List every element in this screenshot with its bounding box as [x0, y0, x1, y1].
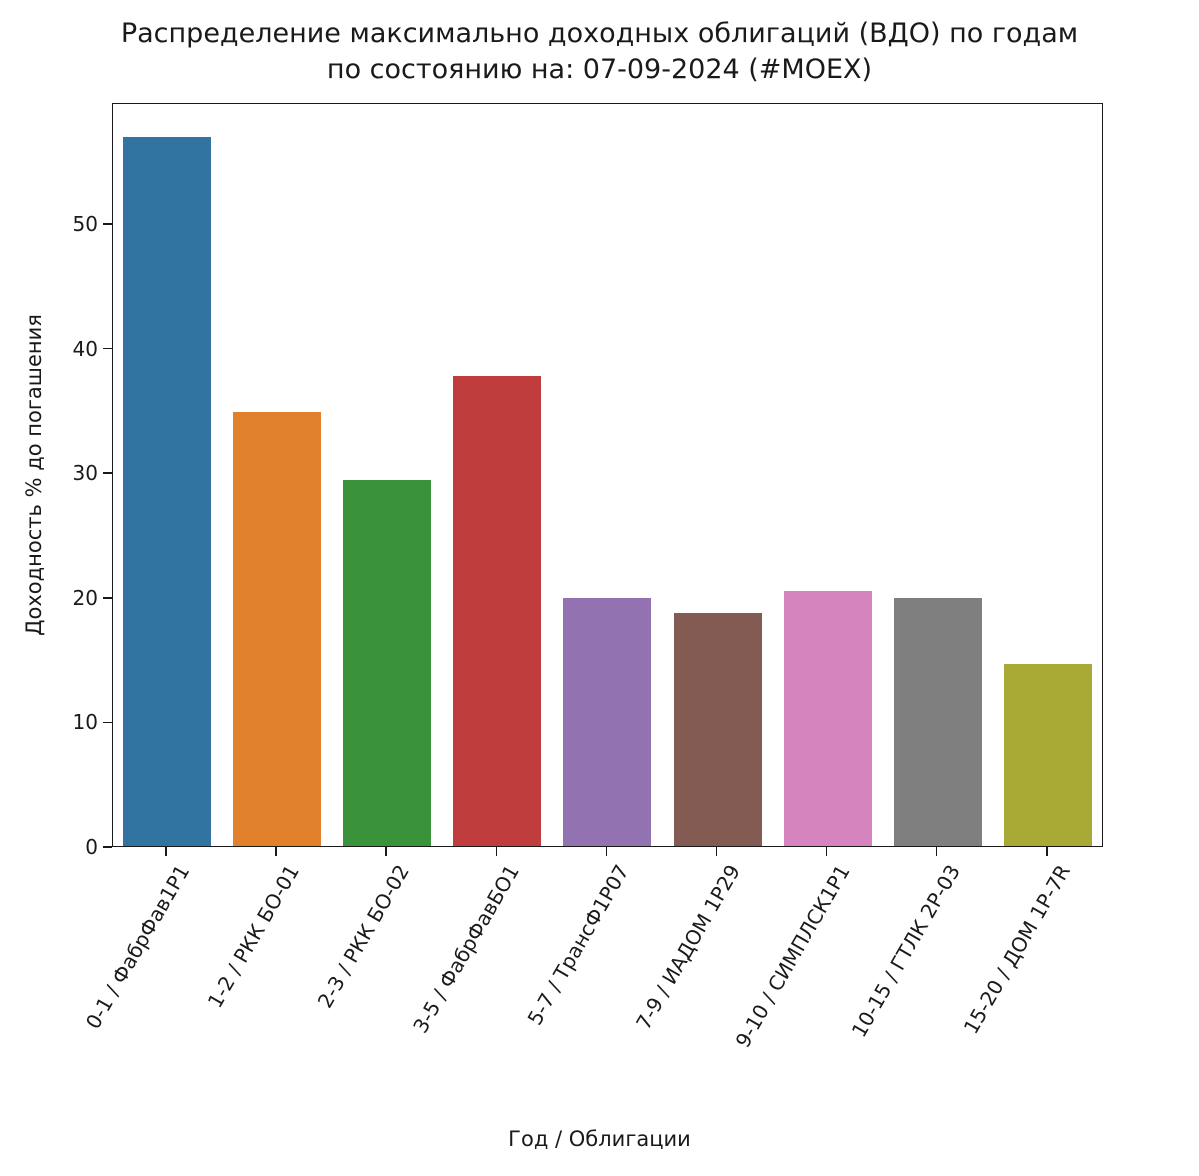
x-tick-label: 2-3 / РКК БО-02: [312, 860, 415, 1012]
bar: [453, 376, 542, 846]
y-tick-label: 40: [72, 336, 98, 361]
x-tick: [715, 847, 718, 856]
x-tick: [385, 847, 387, 856]
x-tick: [495, 847, 498, 856]
x-tick-label: 5-7 / ТрансФ1Р07: [522, 860, 635, 1030]
y-tick: [103, 472, 112, 474]
x-tick: [935, 847, 938, 856]
bar: [673, 612, 762, 846]
bar: [783, 590, 872, 846]
y-axis-label: Доходность % до погашения: [22, 314, 46, 636]
chart-title: Распределение максимально доходных облиг…: [120, 18, 1079, 49]
y-tick: [103, 597, 112, 599]
x-tick: [275, 847, 277, 856]
x-tick-label: 7-9 / ИАДОМ 1Р29: [630, 860, 745, 1034]
y-tick-label: 0: [85, 835, 98, 859]
x-tick-label: 0-1 / ФабрФав1Р1: [80, 860, 195, 1034]
chart-subtitle: по состоянию на: 07-09-2024 (#MOEX): [326, 54, 873, 85]
x-tick: [825, 847, 828, 856]
bar: [1003, 664, 1092, 846]
x-tick: [605, 847, 608, 856]
y-tick-label: 20: [72, 585, 98, 610]
y-tick-label: 50: [72, 211, 98, 236]
y-tick: [103, 721, 112, 724]
x-tick: [1046, 847, 1048, 856]
plot-area: [112, 103, 1103, 847]
y-tick: [103, 223, 112, 225]
y-tick: [103, 846, 112, 848]
bar: [123, 136, 211, 846]
bar: [343, 479, 432, 846]
x-tick-label: 15-20 / ДОМ 1Р-7R: [958, 860, 1075, 1039]
bar: [563, 598, 652, 846]
x-tick: [165, 847, 167, 856]
x-tick-label: 10-15 / ГТЛК 2Р-03: [846, 860, 965, 1042]
y-tick-label: 10: [72, 710, 98, 735]
x-tick-label: 1-2 / РКК БО-01: [202, 860, 305, 1012]
x-tick-label: 3-5 / ФабрФавБО1: [408, 860, 525, 1038]
bar: [233, 412, 322, 846]
x-tick-label: 9-10 / СИМПЛСК1Р1: [730, 860, 855, 1052]
y-tick-label: 30: [72, 461, 98, 486]
x-axis-label: Год / Облигации: [508, 1127, 691, 1151]
bar: [893, 598, 982, 846]
y-tick: [103, 347, 112, 350]
